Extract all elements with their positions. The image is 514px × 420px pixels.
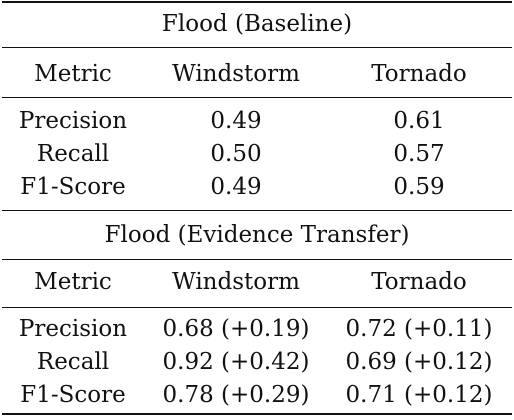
section-2-title-rule: [2, 259, 512, 260]
section-2-header-rule: [2, 307, 512, 308]
row-label: Precision: [18, 108, 128, 134]
cell-value: 0.72 (+0.11): [345, 316, 493, 342]
cell-value: 0.92 (+0.42): [162, 349, 310, 375]
cell-value: 0.59: [393, 174, 445, 200]
cell-value: 0.69 (+0.12): [345, 349, 493, 375]
top-rule: [2, 1, 512, 3]
column-header-windstorm: Windstorm: [172, 61, 300, 87]
row-label: F1-Score: [20, 174, 126, 200]
bottom-rule: [2, 413, 512, 415]
column-header-metric: Metric: [34, 61, 112, 87]
row-label: Recall: [36, 349, 110, 375]
section-title: Flood (Evidence Transfer): [104, 222, 410, 248]
row-label: Precision: [18, 316, 128, 342]
cell-value: 0.49: [210, 108, 262, 134]
column-header-windstorm: Windstorm: [172, 269, 300, 295]
cell-value: 0.71 (+0.12): [345, 382, 493, 408]
cell-value: 0.50: [210, 141, 262, 167]
column-header-tornado: Tornado: [371, 269, 467, 295]
section-2-top-rule: [2, 210, 512, 211]
cell-value: 0.49: [210, 174, 262, 200]
column-header-tornado: Tornado: [371, 61, 467, 87]
row-label: F1-Score: [20, 382, 126, 408]
cell-value: 0.57: [393, 141, 445, 167]
cell-value: 0.78 (+0.29): [162, 382, 310, 408]
cell-value: 0.68 (+0.19): [162, 316, 310, 342]
column-header-metric: Metric: [34, 269, 112, 295]
row-label: Recall: [36, 141, 110, 167]
cell-value: 0.61: [393, 108, 445, 134]
section-1-title-rule: [2, 47, 512, 48]
section-1-header-rule: [2, 97, 512, 98]
section-title: Flood (Baseline): [161, 11, 353, 37]
